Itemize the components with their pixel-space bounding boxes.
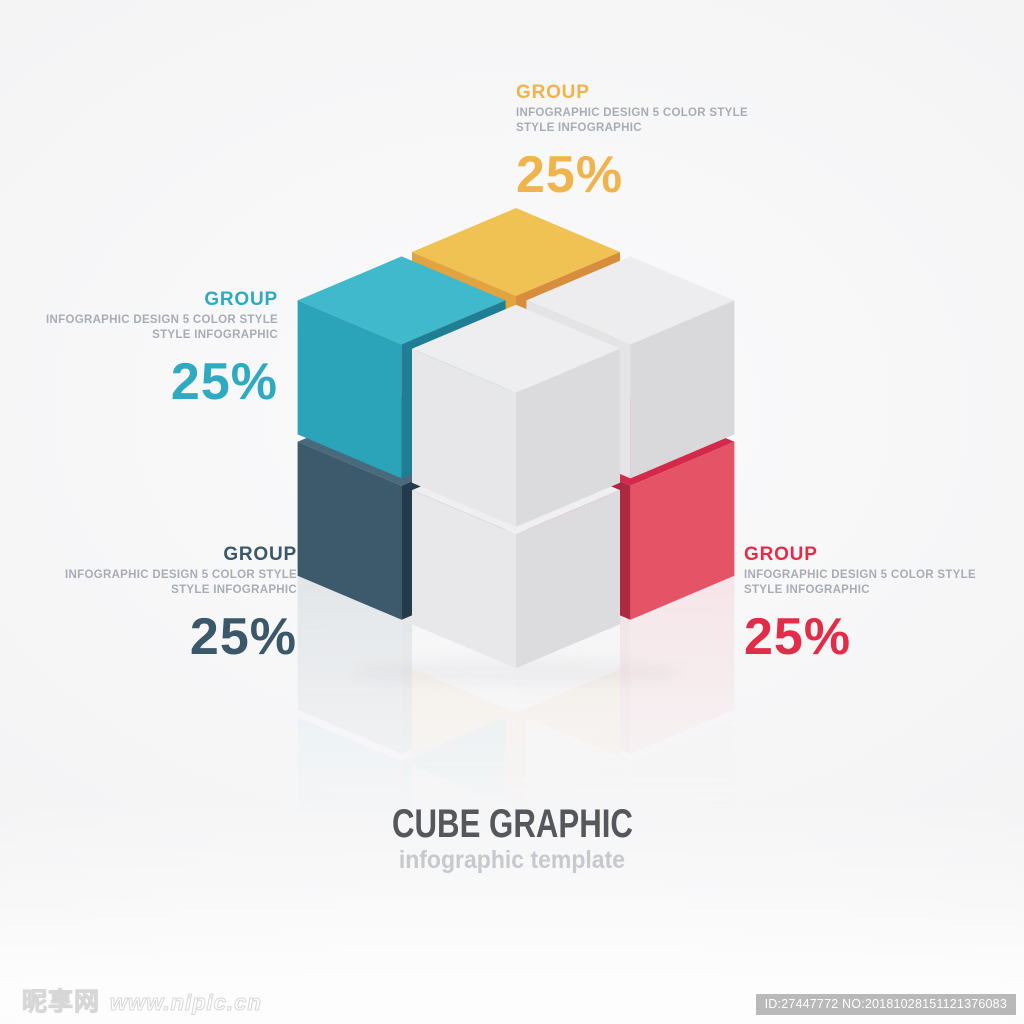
watermark-site-name: 昵享网 bbox=[21, 988, 101, 1017]
title-block: CUBE GRAPHIC infographic template bbox=[0, 804, 1024, 875]
cube-face-white-right-top-left bbox=[526, 300, 631, 479]
group-value: 25% bbox=[170, 353, 278, 411]
group-value: 25% bbox=[189, 608, 297, 666]
cube-face-white-right-top-right bbox=[630, 300, 735, 479]
cube-face-red-left bbox=[526, 441, 631, 620]
cube-face-teal-top bbox=[297, 256, 506, 345]
cube-face-navy-top-reflection bbox=[297, 665, 506, 754]
cube-face-white-front-bottom-left-reflection bbox=[412, 624, 516, 803]
cube-face-yellow-right bbox=[516, 252, 620, 430]
cube-face-red-right bbox=[630, 441, 735, 620]
group-description-line1: INFOGRAPHIC DESIGN 5 COLOR STYLE bbox=[744, 569, 976, 581]
cube-face-white-front-top-top bbox=[412, 304, 620, 393]
cube-face-red-top bbox=[526, 397, 735, 486]
cube-reflection bbox=[297, 575, 735, 944]
group-description-line1: INFOGRAPHIC DESIGN 5 COLOR STYLE bbox=[46, 314, 278, 326]
cube-face-white-front-bottom-right-reflection bbox=[516, 624, 620, 803]
cube-face-white-front-top-left bbox=[412, 348, 516, 527]
group-block-bottom-right: GROUP INFOGRAPHIC DESIGN 5 COLOR STYLE S… bbox=[744, 544, 976, 663]
group-block-bottom-left: GROUP INFOGRAPHIC DESIGN 5 COLOR STYLE S… bbox=[40, 544, 297, 663]
cube-face-navy-top bbox=[297, 397, 506, 486]
cube-face-white-front-bottom-top-reflection bbox=[412, 714, 620, 803]
group-value: 25% bbox=[516, 146, 624, 204]
group-value: 25% bbox=[744, 608, 852, 666]
cube-face-white-front-top-right bbox=[516, 348, 620, 527]
group-description-line2: STYLE INFOGRAPHIC bbox=[516, 122, 642, 134]
watermark-logo: 昵享网 www.nipic.cn bbox=[21, 982, 262, 1018]
cube-face-navy-right bbox=[401, 441, 506, 620]
cube-face-yellow-left bbox=[412, 252, 516, 430]
group-block-top: GROUP INFOGRAPHIC DESIGN 5 COLOR STYLE S… bbox=[516, 82, 748, 201]
sub-title: infographic template bbox=[398, 846, 626, 874]
cube-face-white-front-bottom-left bbox=[412, 490, 516, 669]
cube-face-yellow-top bbox=[412, 208, 620, 296]
cube-face-white-front-bottom-top bbox=[412, 446, 620, 535]
main-title: CUBE GRAPHIC bbox=[391, 802, 633, 846]
cube-face-navy-left bbox=[297, 441, 402, 620]
group-heading: GROUP bbox=[223, 544, 297, 565]
cube bbox=[297, 208, 735, 669]
cube-face-teal-right bbox=[401, 300, 506, 479]
group-description-line2: STYLE INFOGRAPHIC bbox=[744, 584, 870, 596]
group-description-line2: STYLE INFOGRAPHIC bbox=[171, 584, 297, 596]
cube-shadow bbox=[351, 659, 681, 685]
group-heading: GROUP bbox=[204, 289, 278, 310]
cube-face-red-left-reflection bbox=[526, 575, 631, 754]
cube-face-navy-left-reflection bbox=[297, 575, 402, 754]
group-description-line2: STYLE INFOGRAPHIC bbox=[152, 329, 278, 341]
cube-face-red-right-reflection bbox=[630, 575, 735, 754]
group-description-line1: INFOGRAPHIC DESIGN 5 COLOR STYLE bbox=[65, 569, 297, 581]
image-id-badge: ID:27447772 NO:20181028151121376083 bbox=[755, 994, 1016, 1015]
group-description-line1: INFOGRAPHIC DESIGN 5 COLOR STYLE bbox=[516, 107, 748, 119]
group-heading: GROUP bbox=[744, 544, 818, 565]
cube-face-navy-right-reflection bbox=[401, 575, 506, 754]
group-heading: GROUP bbox=[516, 82, 590, 103]
cube-face-teal-left bbox=[297, 300, 402, 479]
cube-face-red-top-reflection bbox=[526, 665, 735, 754]
group-block-left: GROUP INFOGRAPHIC DESIGN 5 COLOR STYLE S… bbox=[28, 289, 278, 408]
watermark-site-url: www.nipic.cn bbox=[110, 990, 262, 1016]
cube-face-white-front-bottom-right bbox=[516, 490, 620, 669]
cube-face-white-right-top-top bbox=[526, 256, 735, 345]
